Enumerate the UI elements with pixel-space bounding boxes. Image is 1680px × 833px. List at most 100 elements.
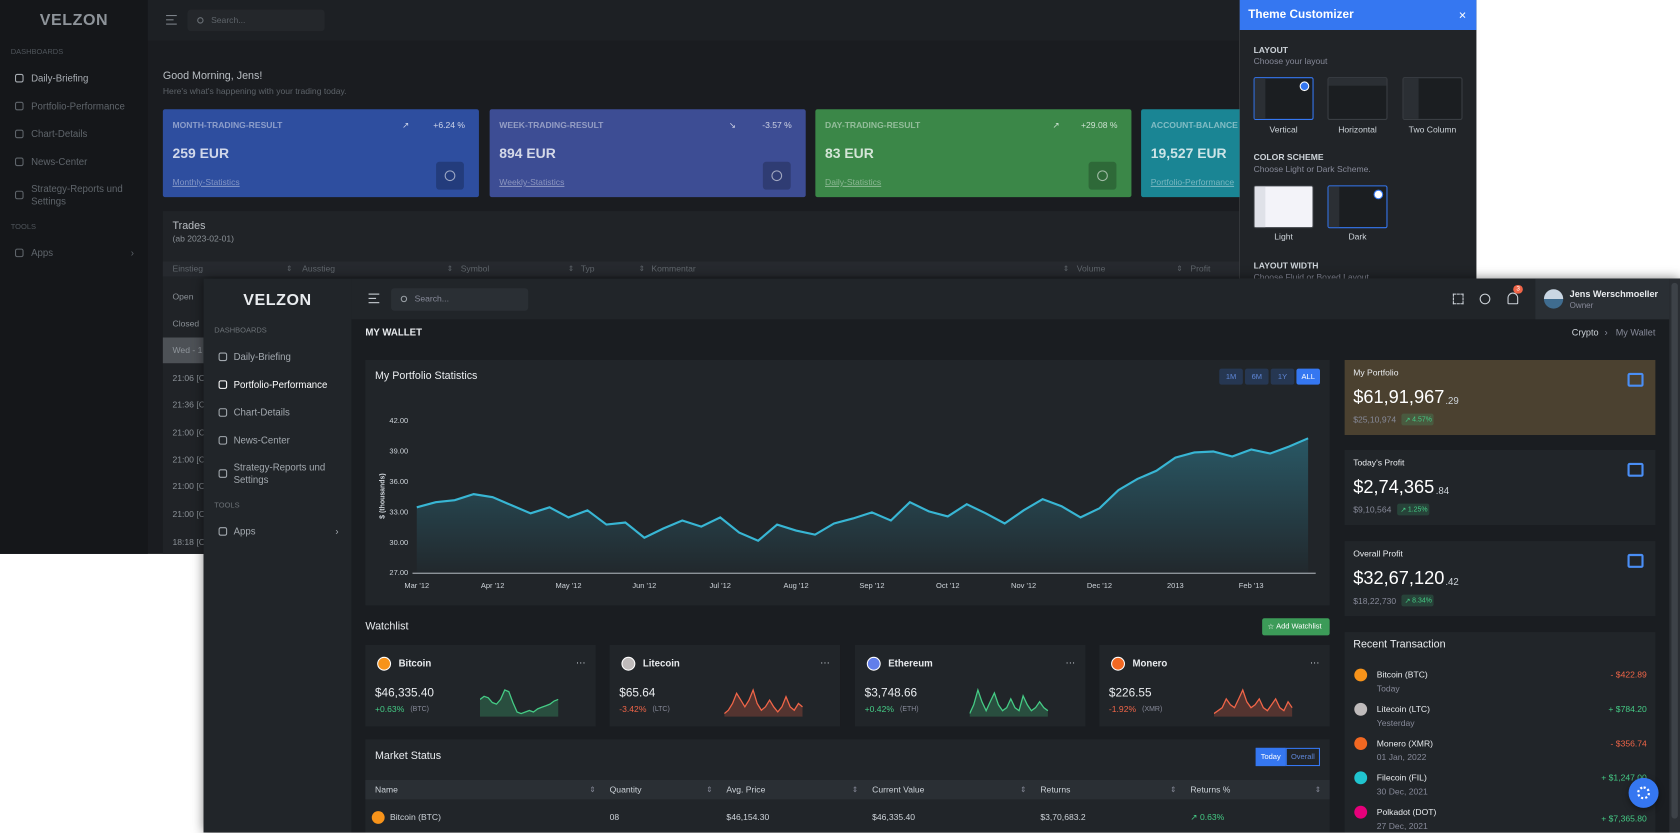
menu-item[interactable]: Portfolio-Performance: [31, 100, 125, 112]
stat-card: DAY-TRADING-RESULT +29.08 % ↗ 83 EUR Daily-S…: [815, 109, 1132, 198]
menu-item[interactable]: Portfolio-Performance: [233, 379, 328, 391]
coin-price: $3,748.66: [864, 686, 918, 700]
stat-value: $61,91,967: [1353, 386, 1445, 408]
greeting-sub: Here's what's happening with your tradin…: [162, 86, 347, 96]
tx-name: Litecoin (LTC): [1376, 704, 1430, 715]
coin-name: Ethereum: [888, 657, 933, 669]
menu-item[interactable]: News-Center: [233, 435, 290, 446]
avatar: [1543, 289, 1564, 309]
topbar: Search...: [147, 0, 1240, 41]
market-card: Market Status Today Overall Name ⇕ Quantity ⇕ A…: [365, 739, 1330, 833]
card-value: 83 EUR: [825, 145, 874, 162]
layout-option[interactable]: [1402, 77, 1463, 121]
menu-item[interactable]: Chart-Details: [31, 128, 88, 140]
menu-item[interactable]: Strategy-Reports und Settings: [31, 183, 123, 207]
trade-row: 21:00 [C: [172, 428, 205, 438]
page-title: MY WALLET: [365, 326, 422, 338]
line: [416, 437, 1309, 542]
card-link[interactable]: Monthly-Statistics: [172, 177, 240, 187]
layout-option[interactable]: [1253, 77, 1314, 121]
scheme-option[interactable]: [1253, 185, 1314, 229]
card-link[interactable]: Portfolio-Performance: [1150, 177, 1235, 187]
fullscreen-button[interactable]: [1452, 293, 1464, 305]
trade-row: 21:00 [C: [172, 481, 205, 492]
coin-icon: [1354, 668, 1368, 682]
range-button[interactable]: 1Y: [1270, 368, 1295, 385]
layout-option[interactable]: [1327, 77, 1388, 121]
sort-icon: ⇕: [706, 786, 713, 794]
theme-toggle[interactable]: [1479, 293, 1491, 305]
x-tick-label: Nov '12: [1011, 581, 1036, 590]
menu-item[interactable]: Strategy-Reports und Settings: [233, 461, 326, 486]
sidebar: velzon DASHBOARDS TOOLS Daily-Briefing Portf…: [0, 0, 148, 554]
y-tick-label: 36.00: [389, 477, 408, 486]
market-tab[interactable]: Overall: [1285, 747, 1321, 767]
dollar-icon: [444, 170, 456, 182]
breadcrumb-link[interactable]: Crypto: [1571, 326, 1599, 338]
market-tab[interactable]: Today: [1255, 747, 1286, 767]
stat-sub: $9,10,564: [1353, 505, 1392, 515]
search-placeholder: Search...: [414, 294, 449, 304]
hamburger-line: [368, 293, 380, 295]
menu-item[interactable]: News-Center: [31, 156, 88, 168]
more-button[interactable]: ···: [820, 656, 830, 668]
scheme-option[interactable]: [1327, 185, 1388, 229]
table-header: [162, 261, 1240, 277]
hamburger-line: [166, 23, 177, 25]
coin-icon: [621, 656, 636, 671]
menu-item[interactable]: Daily-Briefing: [31, 72, 89, 84]
watch-card: Bitcoin ··· $46,335.40 +0.63% (BTC): [365, 645, 596, 727]
y-axis-label: $ (thousands): [379, 473, 386, 519]
badge-value: 8.34%: [1412, 596, 1432, 605]
more-button[interactable]: ···: [1309, 656, 1320, 668]
thumb-sidebar: [1254, 186, 1266, 228]
search-box[interactable]: Search...: [187, 9, 325, 32]
menu-icon: [218, 436, 228, 445]
dollar-icon: [1097, 170, 1108, 182]
card-link[interactable]: Weekly-Statistics: [499, 177, 565, 187]
sort-icon: ⇕: [589, 786, 596, 794]
more-button[interactable]: ···: [1065, 656, 1076, 668]
chevron: ›: [335, 526, 339, 537]
menu-item[interactable]: Daily-Briefing: [233, 351, 291, 363]
range-button[interactable]: ALL: [1296, 368, 1321, 385]
menu-item[interactable]: Apps: [31, 247, 54, 259]
thumb-sidebar: [1254, 78, 1266, 119]
add-watchlist-button[interactable]: ☆ Add Watchlist: [1262, 618, 1330, 636]
user-block[interactable]: Jens Werschmoeller Owner: [1535, 278, 1670, 320]
card-change: -3.57 %: [762, 120, 792, 131]
close-button[interactable]: ×: [1458, 7, 1467, 23]
range-button[interactable]: 6M: [1245, 368, 1269, 385]
coin-change: -3.42%: [619, 704, 647, 715]
notification-bell[interactable]: [1507, 292, 1519, 305]
column-header: Returns: [1040, 784, 1071, 795]
badge-arrow: ↗: [1400, 506, 1407, 514]
coin-icon: [866, 656, 881, 671]
more-button[interactable]: ···: [575, 656, 586, 668]
stat-icon: [1627, 372, 1644, 387]
stat-card: MONTH-TRADING-RESULT +6.24 % ↗ 259 EUR Month…: [162, 109, 479, 198]
coin-name: Monero: [1132, 657, 1168, 669]
breadcrumb-separator: ›: [1604, 326, 1608, 338]
sort-icon: ⇕: [1176, 265, 1183, 274]
menu-icon: [15, 190, 24, 200]
card-link[interactable]: Daily-Statistics: [825, 177, 882, 187]
trades-title: Trades: [172, 220, 206, 232]
menu-item[interactable]: Chart-Details: [233, 407, 290, 418]
range-button[interactable]: 1M: [1219, 368, 1243, 385]
y-tick-label: 33.00: [389, 507, 408, 516]
notification-badge: 3: [1513, 285, 1524, 294]
stat-badge: ↗ 1.25%: [1397, 503, 1430, 516]
column-header: Quantity: [609, 784, 642, 795]
sparkline-line: [1213, 688, 1293, 715]
topbar: Search... 3 Jens Werschmoeller Owner: [351, 278, 1680, 320]
customizer-title: Theme Customizer: [1248, 8, 1354, 22]
front-window: velzon DASHBOARDS TOOLS Daily-Briefing Portf…: [203, 278, 1680, 833]
thumb-sidebar: [1403, 78, 1419, 119]
search-box[interactable]: Search...: [391, 288, 529, 311]
menu-item[interactable]: Apps: [233, 526, 256, 537]
market-title: Market Status: [375, 750, 442, 763]
sort-icon: ⇕: [851, 786, 859, 794]
market-cell: $3,70,683.2: [1040, 812, 1086, 823]
x-tick-label: Jul '12: [709, 581, 730, 590]
